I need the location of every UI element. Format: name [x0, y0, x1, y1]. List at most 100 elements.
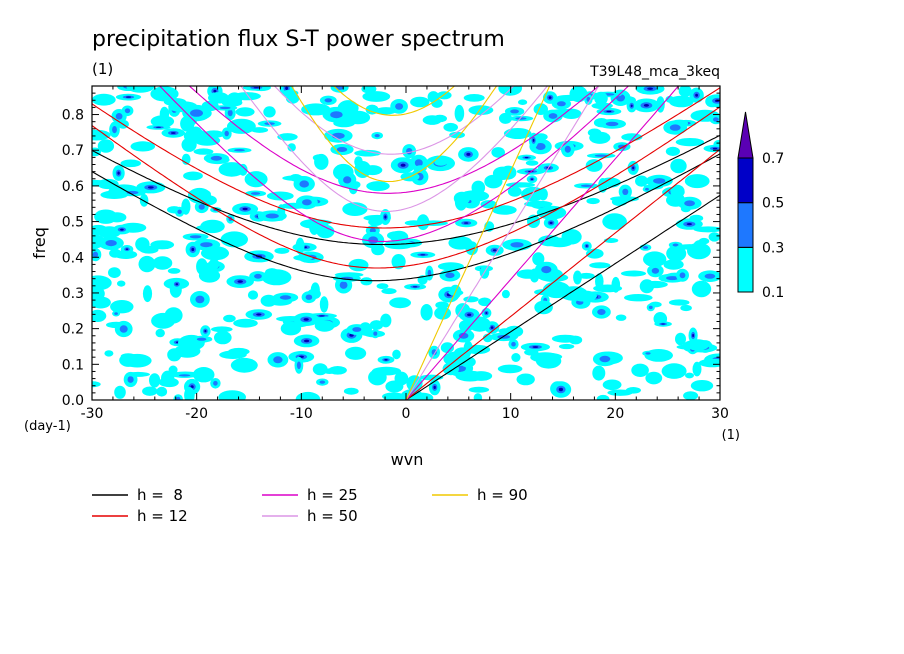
field-cell-low [468, 386, 490, 393]
field-cell-mid [336, 147, 348, 152]
field-cell-high [175, 283, 179, 286]
y-tick-label: 0.0 [62, 393, 84, 409]
y-axis-label: freq [30, 227, 49, 259]
field-cell-low [164, 307, 183, 324]
field-cell-low [568, 335, 583, 345]
field-cell-low [501, 289, 510, 299]
field-cell-high [420, 254, 426, 256]
field-cell-low [478, 297, 492, 307]
field-cell-low [360, 277, 373, 286]
field-cell-low [484, 179, 497, 185]
field-cell-mid [645, 352, 651, 355]
field-cell-high [237, 280, 243, 283]
field-cell-mid [177, 209, 182, 214]
field-cell-low [463, 94, 485, 102]
field-cell-mid [319, 380, 326, 384]
field-cell-mid [119, 325, 128, 333]
dispersion-curve-h8-n1 [92, 153, 720, 282]
field-cell-low [319, 296, 329, 313]
field-cell-low [491, 147, 506, 158]
field-cell-low [410, 96, 430, 108]
field-cell-mid [458, 332, 469, 339]
field-cell-mid [265, 213, 279, 219]
colorbar-label: 0.5 [762, 196, 784, 212]
field-cell-mid [200, 242, 213, 248]
field-cell-low [184, 387, 195, 400]
field-cell-low [310, 282, 320, 298]
field-cell-low [437, 262, 464, 271]
field-cell-low [333, 119, 355, 128]
field-cell-high [532, 138, 535, 142]
field-cell-low [104, 350, 114, 357]
field-cell-low [570, 290, 597, 302]
field-cell-low [375, 107, 397, 115]
dispersion-curve-h50-kelvin [405, 86, 600, 400]
field-cell-low [708, 232, 720, 242]
field-cell-mid [368, 236, 379, 244]
field-cell-low [218, 390, 246, 400]
field-cell-low [368, 369, 387, 386]
chart-subtitle-right: T39L48_mca_3keq [589, 64, 720, 80]
field-cell-low [686, 339, 710, 351]
field-cell-low [534, 300, 553, 315]
field-cell-low [233, 318, 258, 328]
y-tick-label: 0.6 [62, 179, 84, 195]
field-cell-low [274, 247, 290, 254]
field-cell-mid [431, 349, 437, 356]
field-cell-low [371, 243, 385, 256]
field-cell-low [92, 129, 111, 141]
field-cell-low [345, 346, 367, 360]
field-cell-mid [254, 273, 262, 279]
field-cell-low [235, 107, 255, 117]
field-cell-mid [189, 235, 202, 239]
field-cell-low [525, 160, 539, 166]
field-cell-high [466, 152, 471, 156]
field-cell-mid [373, 331, 378, 336]
field-cell-mid [330, 111, 343, 119]
field-cell-low [203, 130, 225, 138]
field-cell-low [376, 283, 389, 289]
field-cell-low [558, 343, 575, 350]
field-cell-low [97, 139, 115, 153]
field-cell-mid [227, 109, 233, 117]
field-cell-low [117, 280, 126, 287]
field-cell-low [202, 194, 211, 205]
y-tick-label: 0.8 [62, 108, 84, 124]
field-cell-mid [653, 178, 666, 184]
field-cell-high [606, 110, 612, 113]
field-cell-mid [541, 266, 552, 274]
field-cell-high [433, 385, 436, 389]
field-cell-low [276, 275, 287, 283]
field-cell-low [464, 344, 491, 355]
field-cell-low [156, 386, 168, 397]
field-cell-low [123, 353, 152, 368]
field-cell-low [130, 141, 156, 152]
field-cell-mid [324, 98, 333, 103]
chart-subtitle-left: (1) [92, 60, 113, 78]
field-cell-high [125, 248, 129, 250]
field-cell-high [242, 207, 248, 211]
field-cell-mid [114, 312, 118, 315]
field-cell-low [596, 394, 610, 400]
x-tick-label: 20 [606, 406, 624, 422]
field-cell-low [586, 248, 604, 259]
field-cell-mid [679, 272, 686, 279]
x-unit-label: (1) [722, 428, 740, 443]
field-cell-high [213, 89, 217, 93]
field-cell-high [304, 339, 310, 343]
field-cell-low [201, 246, 229, 261]
field-cell-low [631, 363, 649, 377]
field-cell-low [676, 244, 704, 250]
field-cell-low [316, 224, 335, 239]
field-cell-mid [369, 228, 376, 233]
field-cell-low [692, 361, 702, 377]
field-cell-low [458, 319, 474, 332]
field-cell-low [454, 104, 465, 122]
dispersion-curve-h8-kelvin [405, 194, 720, 400]
field-cell-low [394, 371, 409, 386]
field-cell-mid [198, 204, 205, 210]
field-cell-low [414, 165, 427, 172]
dispersion-curve-h50-n2 [273, 86, 515, 155]
field-cell-mid [92, 251, 99, 258]
field-cell-low [312, 154, 327, 162]
